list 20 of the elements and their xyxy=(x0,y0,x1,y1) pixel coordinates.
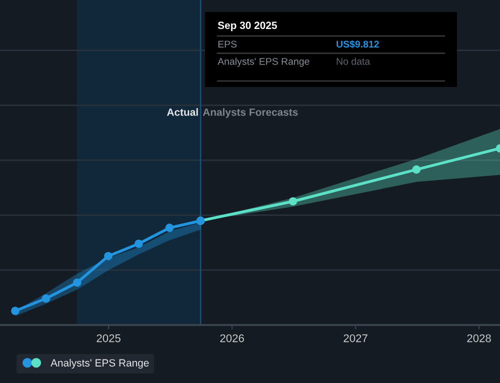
x-tick-label: 2025 xyxy=(96,334,120,342)
text: Analysts Forecasts xyxy=(202,108,298,118)
ref-line-label: Actual xyxy=(167,108,198,116)
x-tick-label: 2027 xyxy=(344,334,368,342)
point xyxy=(11,306,20,316)
point xyxy=(134,240,143,248)
point xyxy=(104,252,112,260)
text: Analysts' EPS Range xyxy=(218,58,310,67)
text: No data xyxy=(336,58,370,65)
point xyxy=(412,165,421,174)
legend-label: Analysts' EPS Range xyxy=(50,358,149,369)
point xyxy=(72,278,82,287)
x-tick-label: 2026 xyxy=(220,334,244,342)
text: Sep 30 2025 xyxy=(218,22,277,32)
point xyxy=(42,294,50,303)
point xyxy=(288,197,298,206)
text: EPS xyxy=(218,40,237,48)
point xyxy=(165,224,174,232)
text: US$9.812 xyxy=(336,40,379,48)
x-tick-label: 2028 xyxy=(467,334,491,342)
